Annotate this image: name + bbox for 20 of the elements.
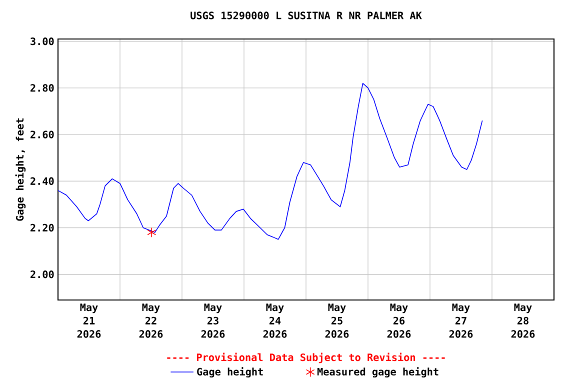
legend-label: Gage height [197, 367, 263, 378]
y-tick-label: 2.60 [30, 130, 54, 138]
chart-title: USGS 15290000 L SUSITNA R NR PALMER AK [190, 12, 422, 20]
x-tick-label: May 28 2026 [511, 304, 535, 338]
y-tick-label: 3.00 [30, 37, 54, 46]
y-axis-title: Gage height, feet [15, 118, 26, 221]
x-tick-label: May 23 2026 [201, 304, 225, 338]
text: ---- Provisional Data Subject to Revision ---- [167, 352, 445, 364]
x-tick-label: May 22 2026 [139, 304, 163, 338]
y-tick-label: 2.80 [30, 84, 54, 92]
x-tick-label: May 27 2026 [449, 304, 473, 338]
x-tick-label: May 26 2026 [387, 304, 411, 338]
y-tick-label: 2.00 [30, 270, 54, 278]
x-tick-label: May 24 2026 [263, 304, 287, 338]
y-tick-label: 2.20 [30, 224, 54, 232]
x-tick-label: May 21 2026 [77, 304, 101, 338]
legend-label: Measured gage height [317, 367, 438, 378]
line-series [58, 82, 483, 240]
x-tick-label: May 25 2026 [325, 304, 349, 338]
y-tick-label: 2.40 [30, 177, 54, 185]
